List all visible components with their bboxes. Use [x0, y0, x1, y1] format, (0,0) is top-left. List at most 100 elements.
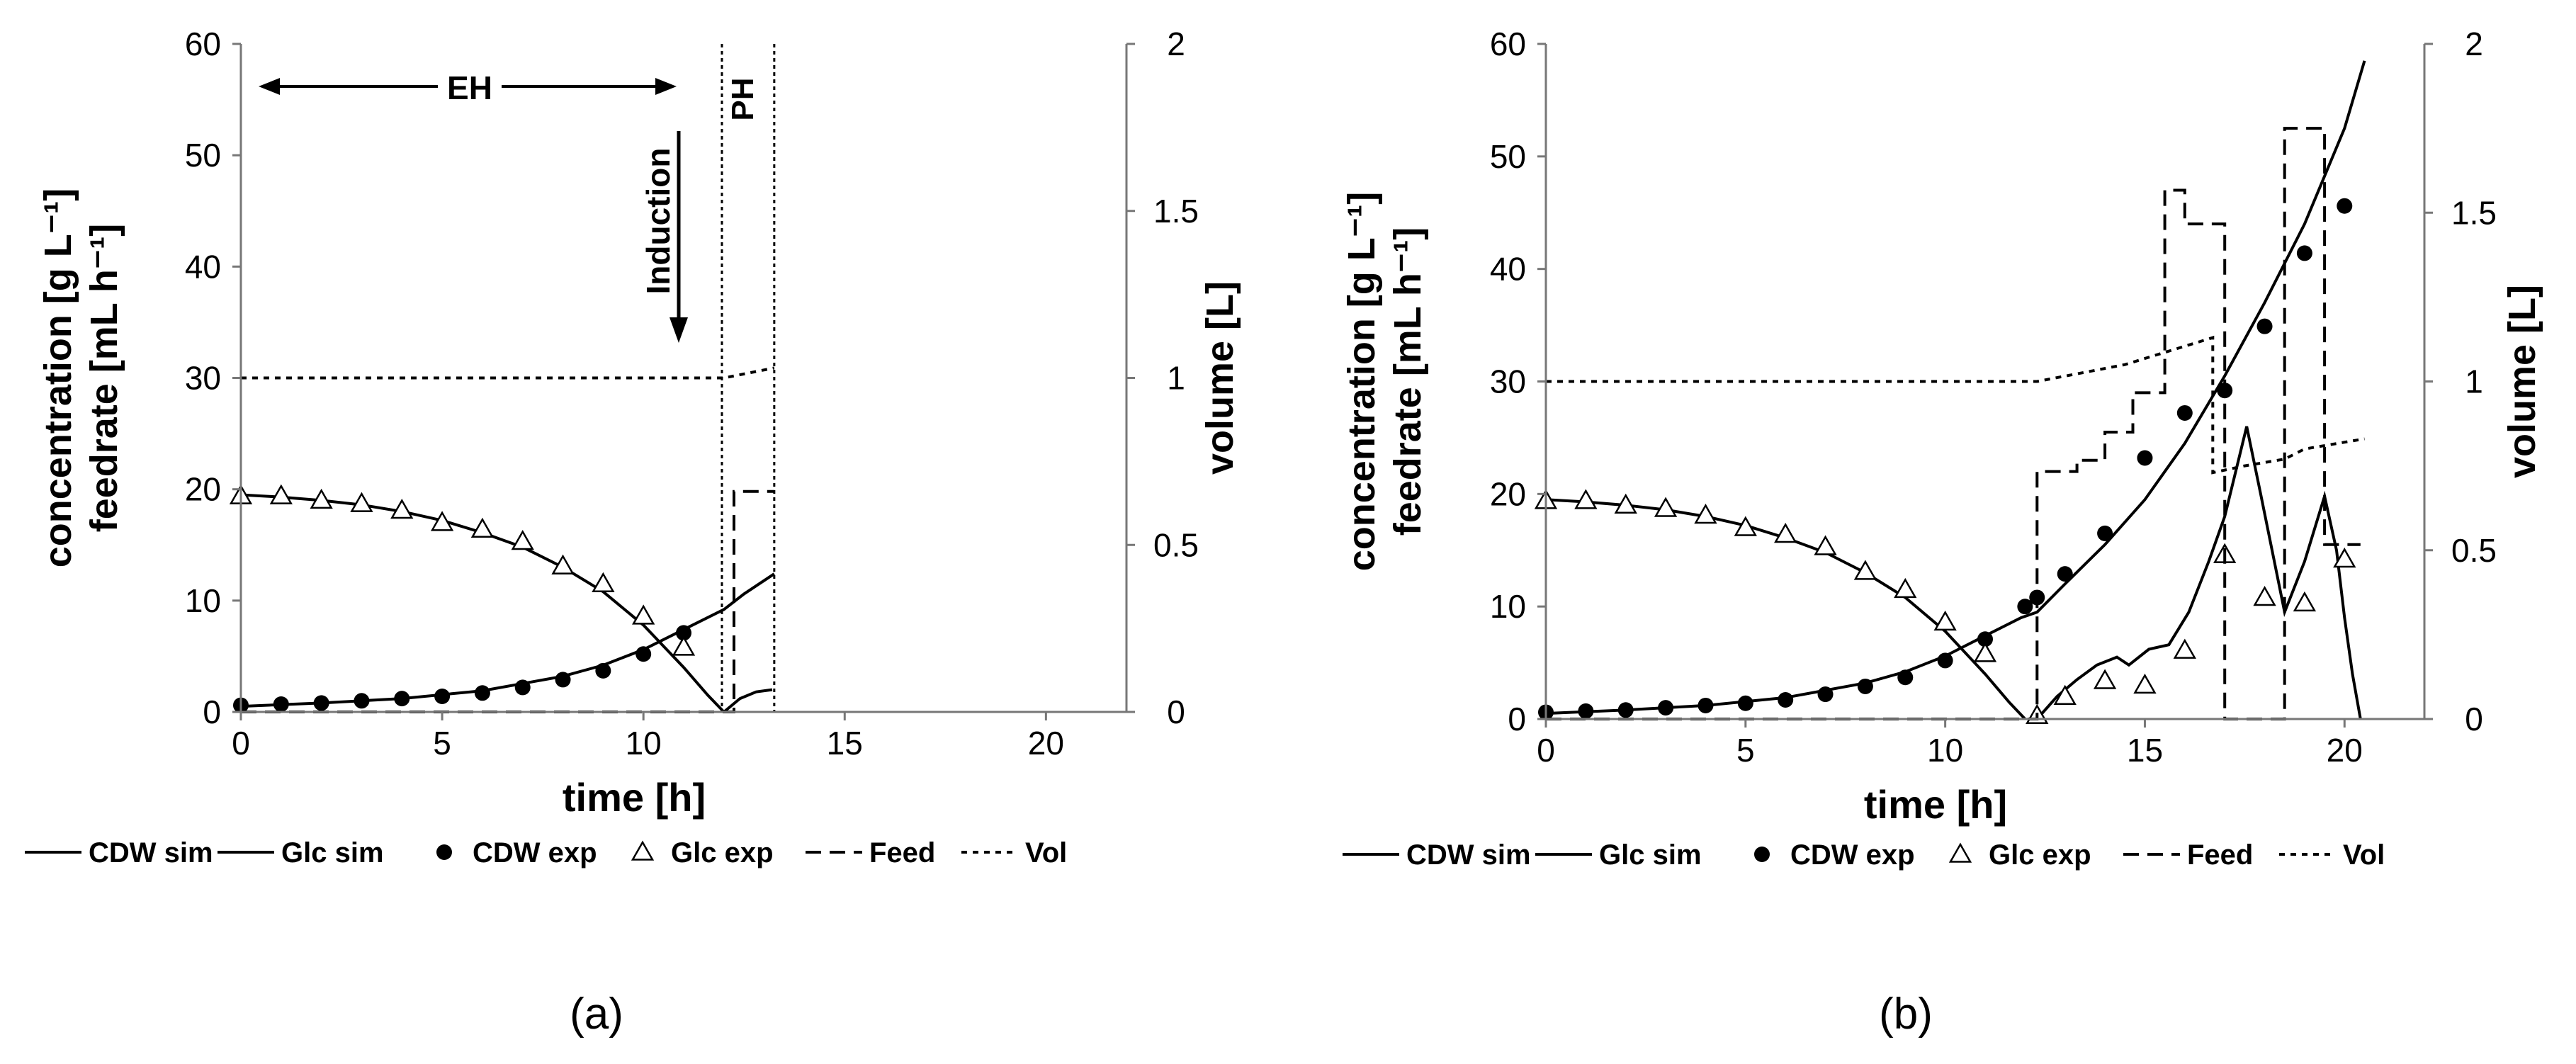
panel-a-ylabel-feedrate: feedrate [mL h⁻¹]	[83, 224, 125, 533]
panel-a-legend-label-3: Glc exp	[671, 837, 774, 868]
panel-b-glc-exp-point-4	[1694, 503, 1717, 524]
panel-b-cdw-exp-point-11	[1977, 631, 1993, 647]
panel-b-cdw-exp-point-19	[2256, 318, 2273, 334]
panel-b-cdw-exp-point-8	[1857, 678, 1873, 694]
eh-arrow-right-head	[655, 78, 677, 95]
panel-a-cdw-exp-point-9	[595, 662, 611, 679]
panel-b-x-tick-label-15: 15	[2127, 732, 2163, 769]
chart-panel-a: 0 5 10 15 20 0 10 20 30 40 50 60 0 0.5 1 1.5 2 concentra…	[25, 26, 1241, 1038]
panel-b-cdw-exp-point-10	[1937, 652, 1953, 669]
panel-b-y-tick-label-60: 60	[1490, 26, 1526, 62]
panel-a-y2label: volume [L]	[1199, 281, 1241, 475]
eh-label: EH	[447, 69, 492, 106]
panel-a-legend-symbol-3	[631, 840, 655, 861]
panel-b-legend-symbol-2	[1754, 847, 1770, 862]
ph-label: PH	[725, 77, 760, 120]
panel-b-marks	[1534, 60, 2366, 724]
panel-b-ylabel-concentration: concentration [g L⁻¹]	[1340, 192, 1383, 571]
panel-b-y-tick-label-0: 0	[1508, 701, 1526, 737]
panel-a-glc-exp-point-4	[390, 499, 414, 519]
eh-label-background	[438, 65, 502, 108]
panel-a-y2-tick-label-1: 1	[1167, 360, 1185, 397]
panel-a-legend-label-0: CDW sim	[89, 837, 213, 868]
panel-b-glc-exp-point-16	[2173, 638, 2196, 659]
panel-b-glc-exp-point-15	[2133, 673, 2157, 694]
panel-b-cdw-exp-point-7	[1817, 686, 1834, 703]
panel-b-legend-label-5: Vol	[2343, 839, 2385, 871]
panel-b-cdw-exp-point-2	[1617, 702, 1634, 718]
panel-b-y2label: volume [L]	[2501, 285, 2543, 478]
panel-b-cdw-exp-point-1	[1578, 703, 1594, 719]
panel-b-x-tick-label-10: 10	[1927, 732, 1963, 769]
panel-b-cdw-exp-point-6	[1778, 691, 1794, 708]
panel-a-x-tick-label-0: 0	[232, 725, 250, 762]
panel-a-glc-exp-point-10	[632, 604, 655, 625]
panel-a-cdw-exp-point-8	[555, 672, 571, 688]
panel-a-y-tick-label-10: 10	[185, 582, 221, 619]
panel-a-x-tick-label-15: 15	[827, 725, 863, 762]
panel-b-cdw-exp-point-3	[1658, 700, 1674, 716]
panel-a-y2-tick-label-1.5: 1.5	[1153, 193, 1199, 230]
panel-a-cdw-exp-point-7	[514, 679, 531, 696]
panel-b-cdw-exp-point-14	[2057, 566, 2073, 582]
panel-b-xlabel: time [h]	[1864, 782, 2007, 827]
panel-b-glc-exp-point-20	[2333, 547, 2356, 568]
panel-b-y-tick-label-40: 40	[1490, 251, 1526, 288]
panel-b-cdw-exp-point-5	[1737, 695, 1753, 711]
panel-b-series-glc-sim-post-induction	[2035, 426, 2362, 720]
panel-a-glc-exp-point-7	[511, 530, 534, 550]
panel-a-y-tick-label-50: 50	[185, 137, 221, 174]
panel-a-legend-label-4: Feed	[869, 837, 935, 868]
panel-b-legend-label-0: CDW sim	[1406, 839, 1531, 871]
panel-a-legend-label-1: Glc sim	[281, 837, 384, 868]
panel-a-label: (a)	[570, 990, 623, 1038]
panel-a-legend-label-2: CDW exp	[473, 837, 597, 868]
panel-b-series-feed	[1546, 127, 2361, 720]
panel-a-axes: 0 5 10 15 20 0 10 20 30 40 50 60 0 0.5 1 1.5 2	[185, 26, 1199, 762]
panel-b-label: (b)	[1879, 990, 1933, 1038]
panel-b-glc-exp-point-18	[2253, 585, 2276, 606]
panel-b-glc-exp-point-2	[1614, 493, 1637, 514]
panel-b-x-tick-label-5: 5	[1736, 732, 1755, 769]
panel-a-y-tick-label-30: 30	[185, 360, 221, 397]
panel-b-glc-exp-point-11	[1973, 642, 1997, 662]
panel-a-x-tick-label-20: 20	[1028, 725, 1064, 762]
panel-a-cdw-exp-point-6	[474, 685, 490, 701]
panel-a-y-tick-label-60: 60	[185, 26, 221, 62]
panel-a-cdw-exp-point-1	[273, 696, 289, 712]
panel-b-x-tick-label-0: 0	[1537, 732, 1555, 769]
panel-a-glc-exp-point-8	[551, 554, 575, 575]
panel-b-glc-exp-point-6	[1774, 522, 1797, 543]
panel-a-y-tick-label-40: 40	[185, 248, 221, 285]
panel-b-legend-label-3: Glc exp	[1989, 839, 2091, 871]
panel-b-glc-exp-point-3	[1654, 497, 1678, 517]
panel-b-cdw-exp-point-16	[2137, 450, 2153, 466]
panel-b-cdw-exp-point-9	[1897, 669, 1914, 686]
panel-b-y-tick-label-20: 20	[1490, 475, 1526, 512]
panel-a-y-tick-label-0: 0	[203, 694, 221, 730]
panel-a-cdw-exp-point-10	[635, 646, 652, 662]
panel-b-y2-tick-label-1.5: 1.5	[2451, 194, 2497, 231]
panel-b-glc-exp-point-8	[1853, 560, 1877, 580]
panel-b-cdw-exp-point-20	[2296, 245, 2312, 261]
panel-b-y2-tick-label-1: 1	[2465, 363, 2483, 400]
panel-a-glc-exp-point-9	[592, 572, 615, 593]
panel-a-cdw-exp-point-11	[676, 625, 691, 641]
panel-b-x-tick-label-20: 20	[2327, 732, 2363, 769]
panel-b-glc-exp-point-1	[1574, 489, 1598, 509]
panel-b-cdw-exp-point-4	[1697, 697, 1714, 713]
panel-a-y2-tick-label-2: 2	[1167, 26, 1185, 62]
panel-b-glc-exp-point-7	[1814, 535, 1837, 555]
panel-a-ylabel-concentration: concentration [g L⁻¹]	[37, 188, 79, 567]
panel-a-y-tick-label-20: 20	[185, 471, 221, 508]
panel-b-cdw-exp-point-17	[2176, 404, 2193, 421]
panel-a-cdw-exp-point-5	[434, 688, 451, 704]
panel-b-y-tick-label-50: 50	[1490, 138, 1526, 175]
panel-a-glc-exp-point-6	[470, 517, 495, 538]
panel-a-series-vol	[241, 366, 775, 380]
chart-panel-b: 0 5 10 15 20 0 10 20 30 40 50 60 0 0.5 1 1.5 2 concentra…	[1340, 26, 2543, 1038]
panel-a-glc-exp-point-1	[269, 484, 293, 504]
panel-a-cdw-exp-point-2	[313, 695, 329, 711]
